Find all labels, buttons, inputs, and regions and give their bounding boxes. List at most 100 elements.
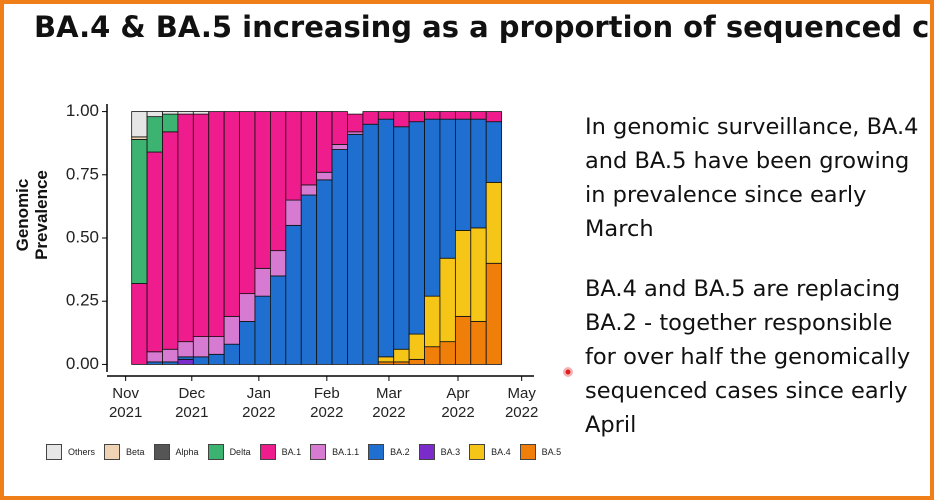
bar-segment: [131, 283, 148, 365]
legend-item: Beta: [104, 444, 145, 460]
legend-label: BA.1.1: [332, 447, 360, 457]
bar-segment: [377, 111, 395, 120]
bar-segment: [254, 295, 271, 365]
legend-item: BA.4: [469, 444, 511, 460]
legend-item: BA.1.1: [310, 444, 359, 460]
legend-swatch: [46, 444, 62, 460]
bar-segment: [424, 346, 441, 365]
chart: 0.00 0.25 0.50 0.75 1.00: [66, 101, 534, 381]
bar-segment: [192, 113, 210, 338]
bar-segment: [424, 118, 441, 297]
x-tick-label: Mar 2022: [372, 385, 406, 421]
bar-segment: [254, 267, 271, 297]
bar-segment: [470, 118, 487, 229]
bar-segment: [146, 151, 163, 353]
bar-segment: [408, 333, 425, 360]
bar-segment: [408, 358, 425, 365]
bar-segment: [192, 111, 210, 115]
bar-segment: [393, 111, 410, 128]
legend: Others Beta Alpha Delta BA.1 BA.1.1 BA.2 BA.3 BA…: [46, 444, 570, 460]
bar-segment: [223, 111, 240, 317]
bar-segment: [347, 133, 364, 365]
bar-segment: [470, 111, 487, 120]
bar-segment: [331, 144, 348, 150]
bar-segment: [177, 358, 194, 365]
bar-segment: [300, 184, 318, 196]
legend-swatch: [418, 444, 435, 460]
bar-segment: [208, 111, 225, 338]
bar-segment: [254, 111, 271, 269]
y-tick-label: 0.50: [66, 227, 99, 246]
bar-segment: [424, 111, 441, 120]
bar-segment: [285, 199, 302, 226]
bar-segment: [316, 179, 333, 365]
bar-segment: [454, 111, 472, 120]
bar-segment: [162, 348, 179, 363]
bar-segment: [177, 341, 194, 358]
bar-segment: [177, 113, 194, 343]
bar-segment: [162, 131, 179, 350]
bar-segment: [223, 343, 240, 365]
bar-segment: [408, 111, 425, 123]
bar-segment: [362, 123, 379, 365]
bar-segment: [316, 171, 333, 181]
legend-swatch: [310, 444, 327, 460]
bar-segment: [347, 113, 364, 133]
x-tick-label: Jan 2022: [242, 385, 276, 421]
bar-segment: [239, 111, 256, 295]
bar-segment: [377, 118, 395, 358]
legend-label: BA.2: [390, 447, 410, 457]
legend-swatch: [104, 444, 121, 460]
bar-segment: [162, 113, 179, 133]
legend-swatch: [368, 444, 385, 460]
legend-swatch: [519, 444, 536, 460]
legend-label: BA.1: [281, 447, 302, 457]
bar-segment: [270, 250, 287, 277]
bar-segment: [470, 227, 487, 322]
y-tick-label: 0.00: [66, 354, 99, 373]
bar-segment: [270, 111, 287, 252]
bar-segment: [285, 224, 302, 365]
bar-segment: [439, 257, 456, 343]
legend-item: BA.3: [418, 444, 460, 460]
bar-segment: [454, 315, 472, 365]
legend-item: Alpha: [153, 444, 199, 460]
paragraph: BA.4 and BA.5 are replacing BA.2 - toget…: [585, 276, 911, 438]
bar-segment: [239, 293, 256, 322]
slide-title: BA.4 & BA.5 increasing as a proportion o…: [34, 10, 934, 44]
bar-segment: [316, 111, 333, 173]
legend-swatch: [207, 444, 224, 460]
bar-segment: [454, 230, 472, 317]
bar-segment: [239, 321, 256, 365]
y-tick-label: 0.75: [66, 164, 99, 183]
bar-segment: [393, 348, 410, 363]
legend-label: Alpha: [175, 447, 199, 457]
bar-segment: [454, 118, 472, 231]
legend-swatch: [153, 444, 170, 460]
bar-segment: [300, 194, 318, 365]
legend-swatch: [259, 444, 276, 460]
legend-item: BA.1: [259, 444, 302, 460]
legend-label: Beta: [126, 447, 145, 457]
bar-segment: [377, 356, 395, 363]
bar-segment: [485, 262, 503, 365]
bar-segment: [300, 111, 318, 186]
y-tick-label: 0.25: [66, 291, 99, 310]
y-tick-label: 1.00: [66, 101, 99, 120]
bar-segment: [162, 111, 179, 115]
legend-label: Others: [68, 447, 96, 457]
bar-segment: [146, 116, 163, 153]
bar-segment: [192, 356, 210, 365]
bar-segment: [146, 351, 163, 363]
bar-segment: [331, 149, 348, 365]
bar-segment: [208, 336, 225, 355]
bar-segment: [439, 341, 456, 365]
bar-segment: [408, 121, 425, 335]
bar-segment: [223, 315, 240, 345]
bar-segment: [362, 111, 379, 125]
bar-segment: [146, 111, 163, 118]
bar-segment: [192, 336, 210, 358]
bar-segment: [470, 321, 487, 365]
bar-segment: [177, 111, 194, 115]
